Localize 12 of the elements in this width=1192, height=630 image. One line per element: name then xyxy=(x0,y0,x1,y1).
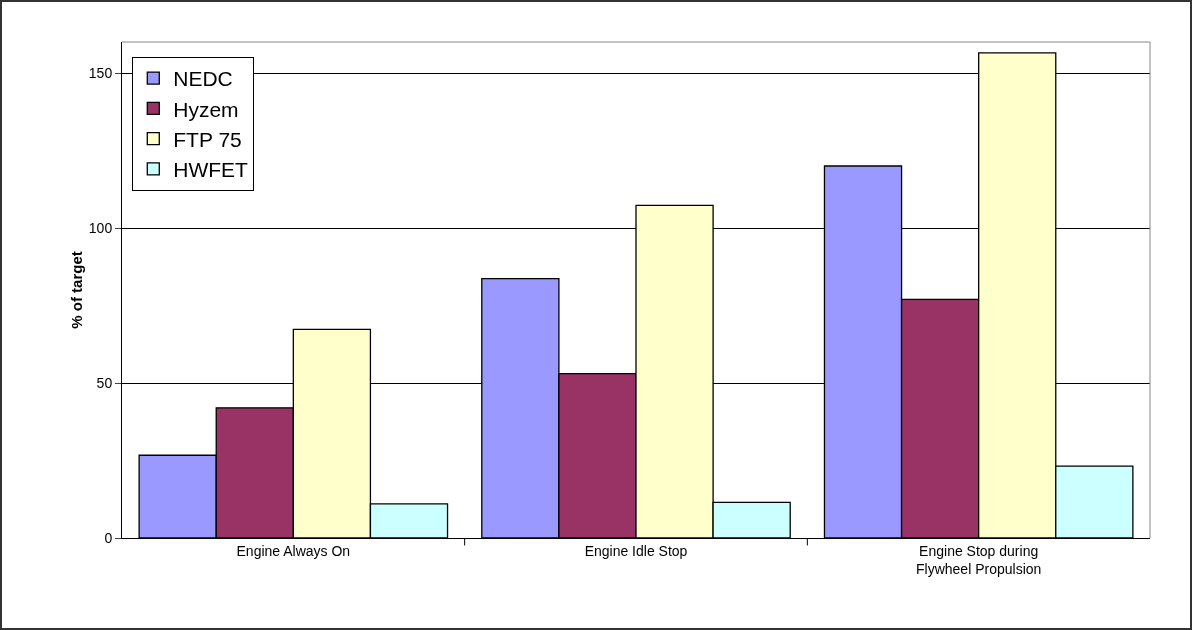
y-tick-label: 50 xyxy=(96,374,113,391)
legend-label: NEDC xyxy=(173,67,233,91)
legend-label: Hyzem xyxy=(173,97,239,121)
x-tick-label: Engine Always On xyxy=(236,542,351,559)
y-axis-title: % of target xyxy=(68,251,85,329)
y-tick-label: 150 xyxy=(88,64,113,81)
y-tick-label: 0 xyxy=(104,529,113,546)
x-tick-label: Engine Idle Stop xyxy=(584,542,688,559)
y-tick-label: 100 xyxy=(88,219,113,236)
legend-label: FTP 75 xyxy=(173,127,242,151)
x-tick-label: Engine Stop during Flywheel Propulsion xyxy=(916,542,1042,577)
legend-label: HWFET xyxy=(173,158,249,182)
